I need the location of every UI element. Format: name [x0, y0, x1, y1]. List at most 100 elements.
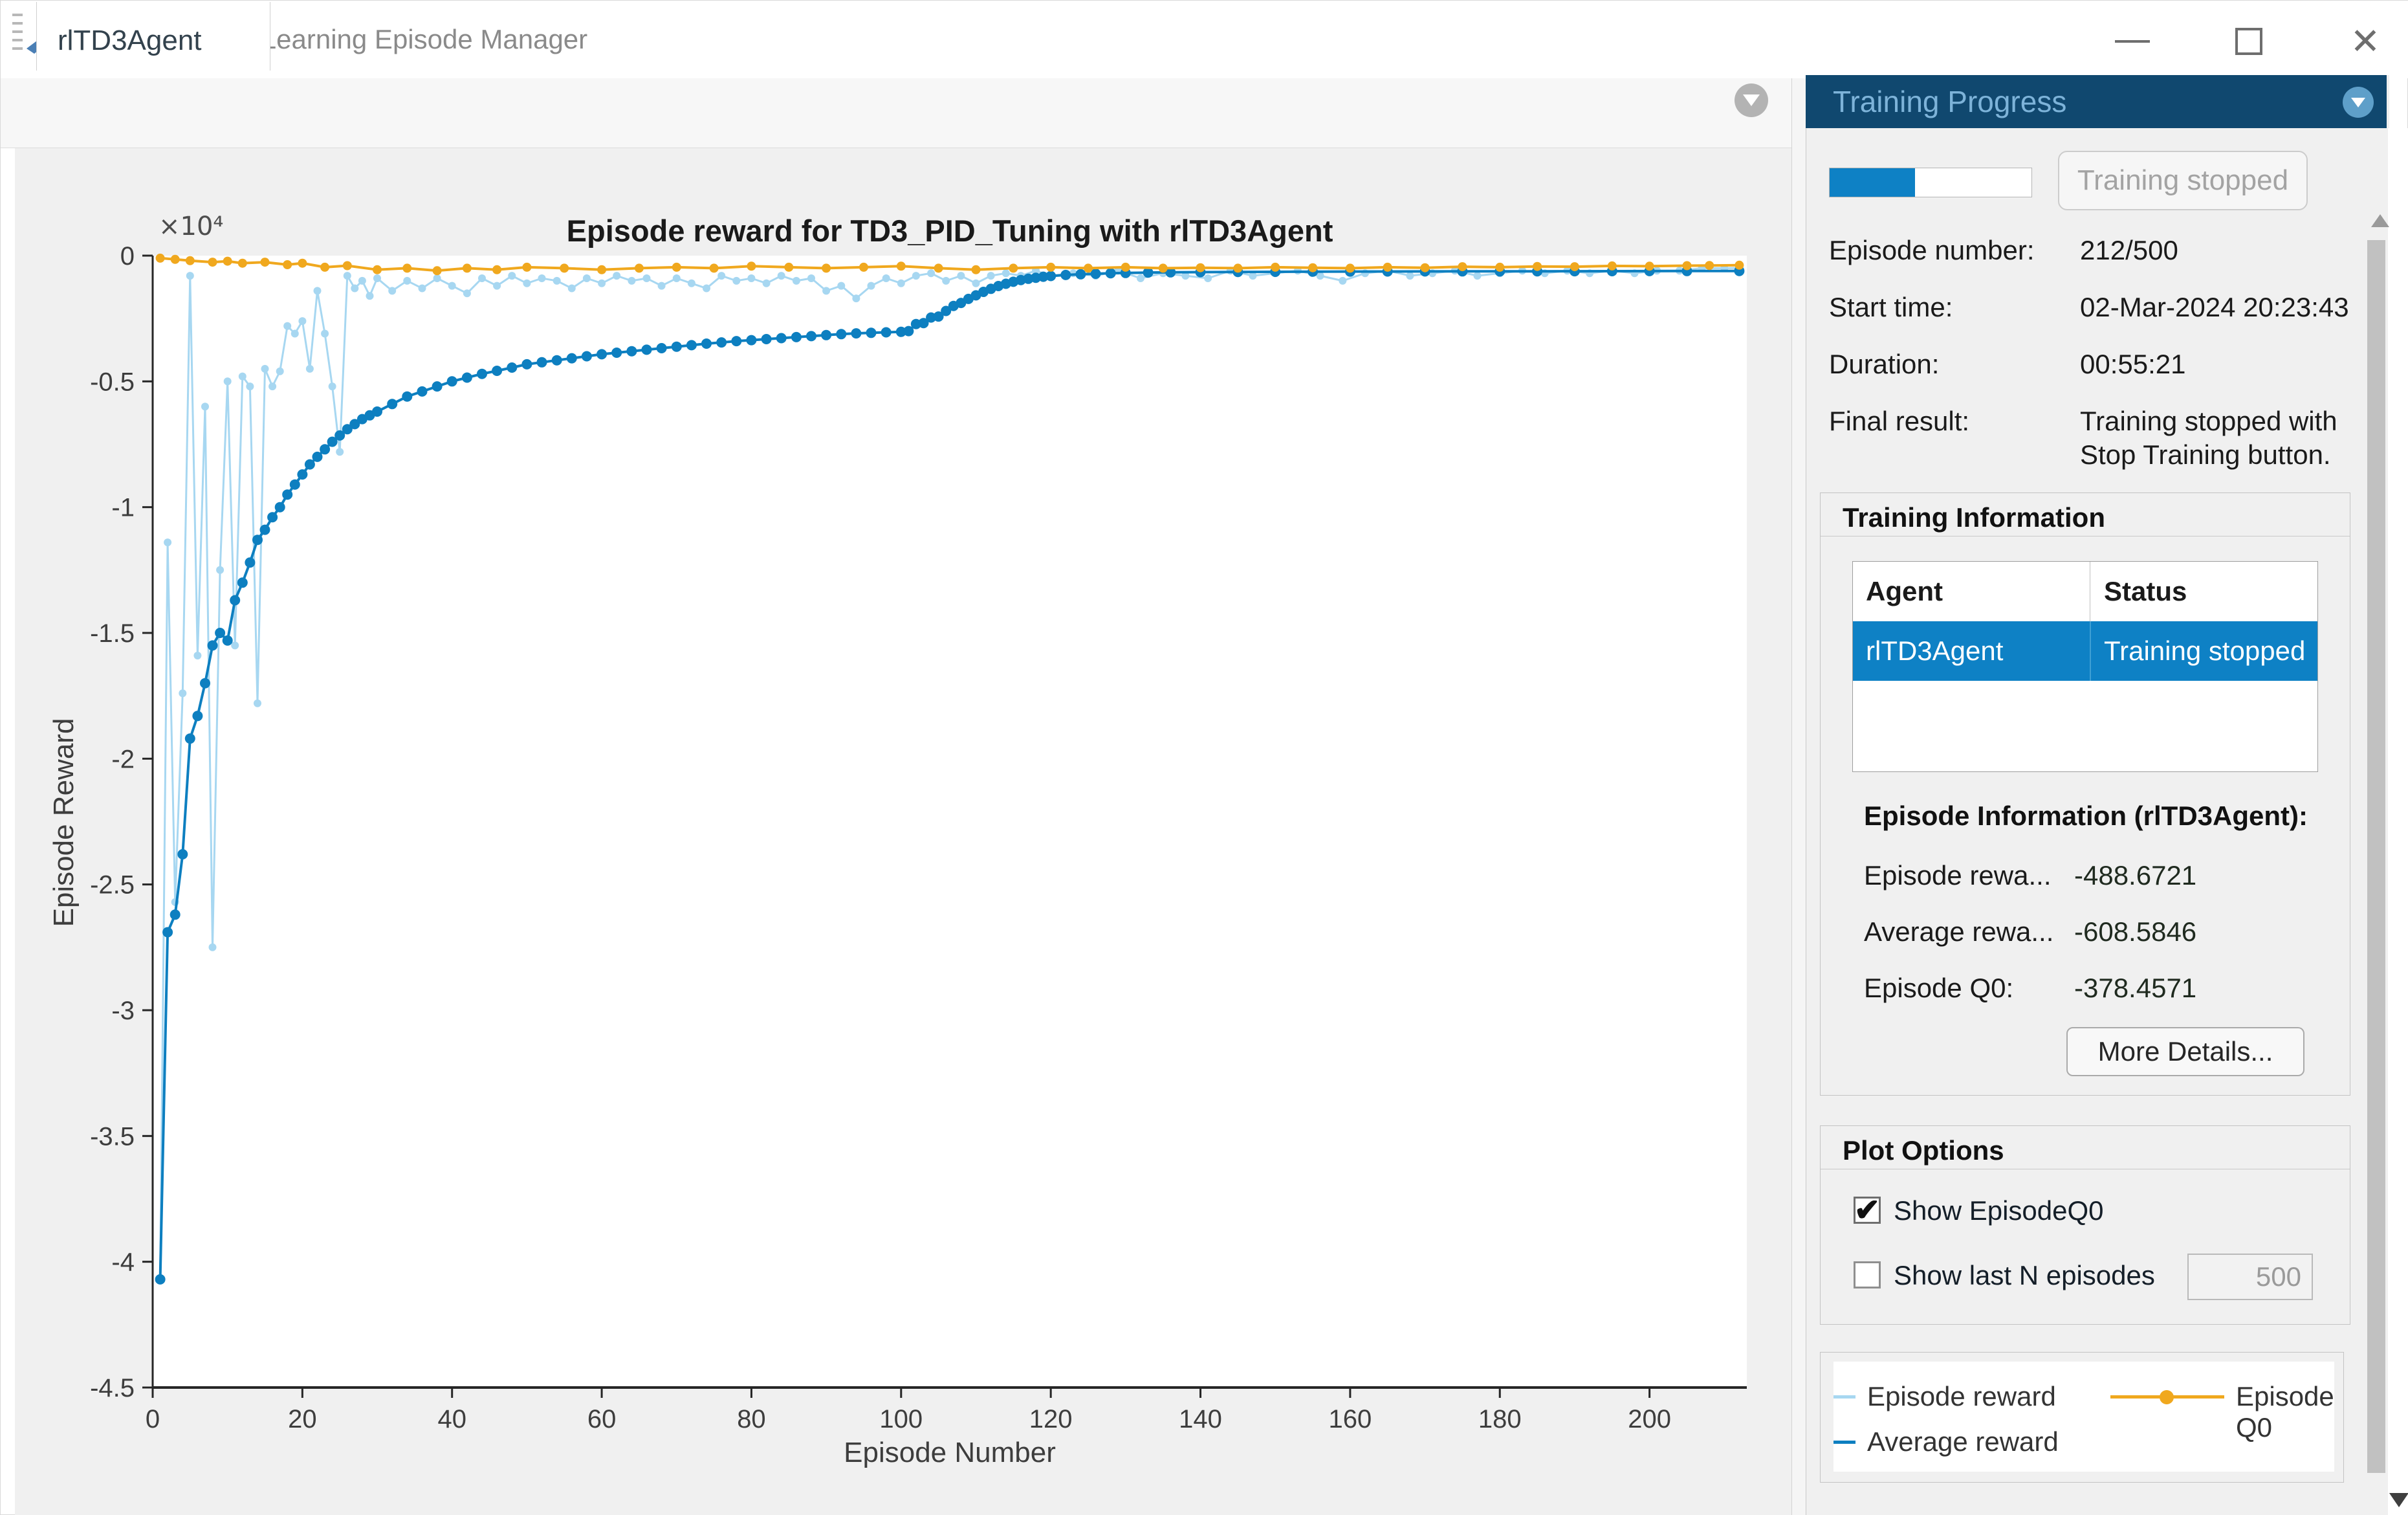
series-marker-episode-q0	[260, 258, 270, 267]
episode-reward-swatch	[1833, 1395, 1855, 1399]
series-marker-episode-reward	[328, 382, 336, 391]
series-marker-episode-reward	[336, 448, 344, 456]
series-marker-episode-reward	[703, 284, 710, 293]
series-marker-episode-reward	[261, 364, 269, 373]
panel-drag-handle[interactable]	[12, 14, 27, 60]
series-marker-average-reward	[716, 337, 727, 348]
series-marker-episode-q0	[1308, 263, 1318, 272]
minimize-button[interactable]	[2097, 19, 2168, 64]
panel-collapse-button[interactable]	[2343, 87, 2374, 118]
series-marker-average-reward	[267, 512, 278, 523]
x-tick-label: 0	[146, 1405, 160, 1433]
minimize-icon	[2115, 40, 2150, 43]
tab-overflow-button[interactable]	[1735, 83, 1768, 117]
series-marker-episode-q0	[1607, 261, 1617, 271]
table-row-selected[interactable]: rlTD3Agent Training stopped	[1853, 621, 2317, 681]
series-marker-episode-q0	[1682, 261, 1692, 271]
series-marker-episode-q0	[1495, 262, 1505, 272]
scrollbar-thumb[interactable]	[2367, 240, 2385, 1473]
figure-area: 0 -0.5 -1 -1.5 -2 -2.5 -3 -3.5 -4 -4.5 0 20 40 60 80 10…	[15, 148, 1791, 1515]
series-marker-average-reward	[806, 331, 816, 342]
series-marker-average-reward	[1060, 269, 1071, 280]
series-marker-average-reward	[1165, 267, 1176, 278]
series-marker-episode-reward	[1473, 272, 1482, 280]
series-marker-episode-q0	[1533, 261, 1542, 271]
final-result-label: Final result:	[1829, 406, 1970, 436]
check-icon: ✔	[1854, 1193, 1881, 1228]
series-marker-average-reward	[551, 355, 562, 366]
episode-reward-value: -488.6721	[2074, 860, 2197, 890]
training-stopped-button[interactable]: Training stopped	[2058, 151, 2308, 210]
panel-splitter[interactable]	[1791, 78, 1806, 1515]
series-marker-episode-reward	[882, 274, 890, 282]
series-marker-average-reward	[372, 406, 382, 417]
agent-cell: rlTD3Agent	[1866, 636, 2004, 666]
average-reward-value: -608.5846	[2074, 916, 2197, 947]
series-marker-average-reward	[866, 327, 877, 338]
series-marker-average-reward	[349, 419, 360, 430]
last-n-episodes-input[interactable]: 500	[2187, 1254, 2313, 1300]
series-marker-average-reward	[1045, 271, 1056, 282]
training-information-title: Training Information	[1843, 502, 2105, 533]
series-marker-episode-reward	[852, 294, 860, 303]
series-marker-episode-reward	[493, 282, 501, 290]
series-marker-episode-reward	[582, 274, 591, 282]
show-episodeq0-checkbox[interactable]: ✔	[1854, 1193, 1881, 1228]
series-marker-average-reward	[222, 635, 233, 646]
series-marker-episode-reward	[837, 282, 846, 290]
series-marker-episode-reward	[193, 652, 202, 659]
series-marker-average-reward	[1090, 269, 1101, 279]
series-marker-episode-reward	[642, 274, 651, 282]
series-marker-episode-reward	[246, 382, 254, 391]
x-tick-label: 80	[737, 1405, 766, 1433]
series-marker-average-reward	[671, 341, 682, 352]
tab-strip	[1, 78, 1791, 148]
series-marker-average-reward	[387, 399, 398, 410]
series-marker-episode-reward	[208, 943, 217, 951]
series-marker-average-reward	[170, 909, 181, 920]
series-marker-episode-q0	[320, 262, 330, 272]
show-last-n-checkbox[interactable]	[1854, 1261, 1881, 1288]
series-marker-average-reward	[1038, 271, 1049, 282]
series-marker-episode-q0	[971, 265, 981, 274]
series-marker-episode-q0	[237, 258, 247, 268]
series-marker-episode-reward	[231, 641, 239, 650]
series-marker-average-reward	[1143, 267, 1154, 278]
series-marker-episode-q0	[1084, 263, 1093, 273]
legend-episode-q0: Episode Q0	[2236, 1381, 2334, 1443]
series-marker-episode-q0	[1645, 261, 1654, 271]
reward-chart: 0 -0.5 -1 -1.5 -2 -2.5 -3 -3.5 -4 -4.5 0 20 40 60 80 10…	[48, 212, 1747, 1468]
series-marker-average-reward	[177, 849, 188, 859]
series-marker-episode-reward	[313, 287, 322, 295]
maximize-icon	[2235, 28, 2262, 55]
average-reward-label: Average rewa...	[1864, 916, 2054, 947]
close-button[interactable]: ✕	[2330, 19, 2401, 64]
scroll-up-icon[interactable]	[2371, 214, 2389, 227]
y-tick-label: -4.5	[90, 1374, 135, 1402]
series-marker-average-reward	[207, 640, 218, 651]
scroll-down-icon[interactable]	[2389, 1493, 2408, 1507]
series-marker-episode-q0	[934, 263, 943, 273]
window-title-bar: Reinforcement Learning Episode Manager ✕	[1, 1, 2408, 78]
series-marker-average-reward	[155, 1274, 166, 1285]
series-marker-episode-q0	[709, 263, 719, 273]
more-details-button[interactable]: More Details...	[2066, 1027, 2304, 1076]
series-marker-episode-reward	[418, 284, 426, 293]
collapse-icon	[2351, 97, 2365, 107]
tab-rltd3agent[interactable]	[36, 2, 270, 71]
series-marker-average-reward	[686, 340, 697, 351]
series-marker-episode-reward	[321, 329, 329, 338]
series-marker-average-reward	[432, 381, 443, 392]
start-time-label: Start time:	[1829, 292, 1953, 322]
series-marker-episode-reward	[732, 276, 741, 285]
series-marker-episode-q0	[1046, 262, 1056, 272]
maximize-button[interactable]	[2213, 19, 2284, 64]
agent-column-header: Agent	[1866, 576, 1943, 606]
panel-title: Training Progress	[1833, 85, 2067, 118]
x-tick-label: 140	[1179, 1405, 1222, 1433]
series-marker-episode-reward	[777, 272, 785, 280]
series-marker-episode-reward	[867, 282, 875, 290]
series-marker-average-reward	[492, 366, 503, 376]
series-marker-episode-reward	[747, 274, 756, 282]
series-marker-average-reward	[215, 628, 226, 638]
